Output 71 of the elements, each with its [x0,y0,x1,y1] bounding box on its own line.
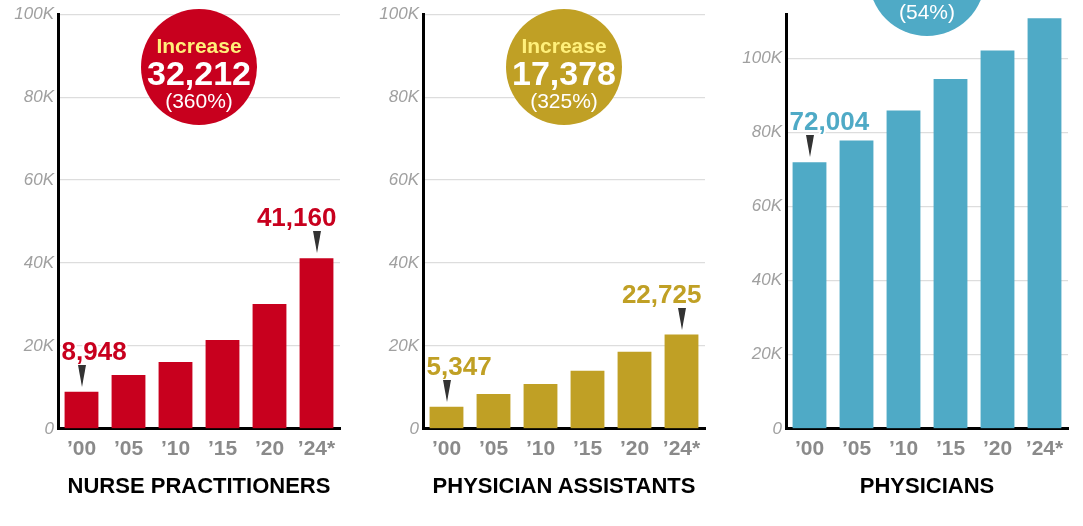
x-axis-title: NURSE PRACTITIONERS [66,473,332,498]
x-tick-label: ’10 [160,436,191,460]
x-tick-label: ’05 [113,436,144,460]
data-label: 22,725 [621,278,702,309]
x-tick-label: ’20 [254,436,285,460]
bar [1027,18,1062,429]
data-label: 5,347 [426,350,492,381]
bar [886,110,921,429]
x-tick-label: ’15 [935,436,966,460]
x-axis-title: PHYSICIAN ASSISTANTS [431,473,697,498]
bar [570,370,605,429]
y-tick-label: 100K [14,3,55,23]
x-tick-label: ’00 [794,436,825,460]
circle-badge: Increase 17,378 (325%) [506,9,622,125]
y-tick-label: 20K [750,344,783,364]
x-tick-label: ’15 [207,436,238,460]
bar [429,406,464,429]
y-tick-label: 60K [388,169,420,189]
y-tick-label: 100K [742,48,783,68]
x-tick-label: ’20 [619,436,650,460]
y-tick-label: 80K [388,86,420,106]
annotation: 32,212 [147,54,251,92]
x-tick-label: ’15 [572,436,603,460]
y-tick-label: 80K [23,86,55,106]
y-tick-label: 80K [751,122,783,142]
x-tick-label: ’24* [297,436,337,460]
x-tick-label: ’20 [982,436,1013,460]
bar [933,78,968,429]
data-label: 41,160 [256,202,337,233]
y-tick-label: 40K [751,270,783,290]
bar [980,50,1015,429]
bar [664,334,699,429]
x-tick-label: ’24* [662,436,702,460]
circle-badge: Increase 32,212 (360%) [141,9,257,125]
x-tick-label: ’05 [841,436,872,460]
annotation: (360%) [165,89,233,112]
annotation: Increase [521,34,607,57]
annotation: Increase [156,34,242,57]
annotation: (325%) [530,89,598,112]
y-tick-label: 40K [388,252,420,272]
y-tick-label: 0 [409,418,420,438]
bar [64,391,99,429]
bar [158,362,193,429]
bar [252,304,287,429]
x-tick-label: ’05 [478,436,509,460]
y-tick-label: 60K [23,169,55,189]
x-tick-label: ’10 [525,436,556,460]
y-tick-label: 20K [387,335,420,355]
y-tick-label: 40K [23,252,55,272]
data-label: 8,948 [61,335,127,366]
x-tick-label: ’10 [888,436,919,460]
annotation: 17,378 [512,54,616,92]
x-axis-title: PHYSICIANS [858,473,996,498]
bar [792,162,827,429]
bar [617,351,652,429]
bar [839,140,874,429]
y-tick-label: 20K [22,335,55,355]
data-label: 72,004 [789,106,870,137]
y-tick-label: 100K [379,3,420,23]
bar [205,340,240,429]
bar [299,258,334,429]
bar [111,374,146,429]
y-tick-label: 0 [44,418,55,438]
x-tick-label: ’00 [66,436,97,460]
annotation: (54%) [898,0,956,23]
bar [523,384,558,429]
y-tick-label: 60K [751,196,783,216]
x-tick-label: ’24* [1025,436,1065,460]
x-tick-label: ’00 [431,436,462,460]
y-tick-label: 0 [772,418,783,438]
bar [476,393,511,429]
